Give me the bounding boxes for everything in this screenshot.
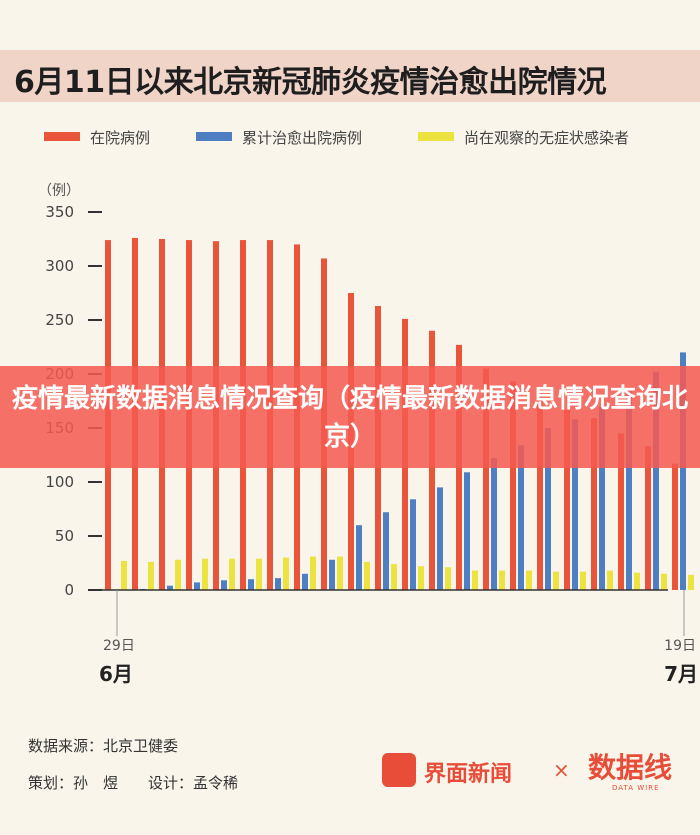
month-start-label: 6月 xyxy=(99,662,133,686)
bar-discharged xyxy=(491,458,497,590)
bar-asymptomatic xyxy=(121,560,127,590)
legend-swatch-hospitalized xyxy=(44,132,80,141)
bar-discharged xyxy=(518,445,524,590)
bar-hospitalized xyxy=(591,418,597,590)
bar-asymptomatic xyxy=(499,570,505,590)
bar-discharged xyxy=(680,352,686,590)
datawire-logo: 数据线 xyxy=(588,751,673,784)
y-tick-label: 250 xyxy=(45,311,74,329)
bar-hospitalized xyxy=(483,368,489,590)
headline-overlay xyxy=(0,366,700,468)
bar-asymptomatic xyxy=(337,556,343,590)
bar-discharged xyxy=(248,579,254,590)
bar-discharged xyxy=(221,580,227,590)
y-unit-label: （例） xyxy=(38,183,80,199)
legend-swatch-asymptomatic xyxy=(418,132,454,141)
bar-discharged xyxy=(302,573,308,590)
legend-swatch-discharged xyxy=(196,132,232,141)
bar-asymptomatic xyxy=(553,571,559,590)
bar-discharged xyxy=(464,472,470,590)
y-tick-label: 100 xyxy=(45,473,74,491)
bar-hospitalized xyxy=(564,409,570,590)
y-tick-label: 300 xyxy=(45,257,74,275)
bar-discharged xyxy=(167,585,173,590)
bar-discharged xyxy=(329,559,335,590)
bar-hospitalized xyxy=(672,463,678,590)
bar-hospitalized xyxy=(537,399,543,590)
bar-discharged xyxy=(545,428,551,590)
bar-discharged xyxy=(356,525,362,590)
bar-asymptomatic xyxy=(256,558,262,590)
bar-hospitalized xyxy=(618,433,624,590)
month-end-label: 7月 xyxy=(664,662,698,686)
bar-discharged xyxy=(275,578,281,590)
bar-discharged xyxy=(383,512,389,590)
bar-asymptomatic xyxy=(229,558,235,590)
bar-asymptomatic xyxy=(688,574,694,590)
bar-asymptomatic xyxy=(148,561,154,590)
x-start-label: 29日 xyxy=(103,638,135,654)
bar-asymptomatic xyxy=(661,573,667,590)
bar-discharged xyxy=(194,582,200,590)
bar-asymptomatic xyxy=(202,558,208,590)
bar-discharged xyxy=(437,487,443,590)
chart-title: 6月11日以来北京新冠肺炎疫情治愈出院情况 xyxy=(14,65,607,100)
times-sign: × xyxy=(553,758,570,782)
bar-asymptomatic xyxy=(526,570,532,590)
bar-asymptomatic xyxy=(175,559,181,590)
bar-asymptomatic xyxy=(472,570,478,590)
bar-asymptomatic xyxy=(418,566,424,590)
bar-asymptomatic xyxy=(607,570,613,590)
datawire-logo-sub: DATA WIRE xyxy=(612,784,660,792)
y-tick-label: 350 xyxy=(45,203,74,221)
y-tick-label: 0 xyxy=(64,581,74,599)
bar-asymptomatic xyxy=(364,561,370,590)
data-source: 数据来源：北京卫健委 xyxy=(28,737,179,755)
bar-asymptomatic xyxy=(445,567,451,590)
bar-chart: （例）05010015020025030035029日19日6月7月 xyxy=(38,183,698,686)
bar-discharged xyxy=(599,406,605,590)
jiemian-logo-text: 界面新闻 xyxy=(424,762,513,787)
bar-hospitalized xyxy=(645,446,651,590)
legend-label-discharged: 累计治愈出院病例 xyxy=(242,129,363,147)
bar-asymptomatic xyxy=(634,572,640,590)
title-band xyxy=(0,50,700,102)
bar-discharged xyxy=(572,419,578,590)
jiemian-logo-icon xyxy=(382,753,416,787)
bar-discharged xyxy=(626,391,632,590)
bar-asymptomatic xyxy=(310,556,316,590)
bar-asymptomatic xyxy=(391,564,397,590)
x-end-label: 19日 xyxy=(664,638,696,654)
legend-label-asymptomatic: 尚在观察的无症状感染者 xyxy=(464,129,630,147)
legend-label-hospitalized: 在院病例 xyxy=(90,129,151,147)
headline-overlay-text: 疫情最新数据消息情况查询（疫情最新数据消息情况查询北京） xyxy=(11,384,688,452)
bar-discharged xyxy=(653,371,659,590)
bar-discharged xyxy=(410,499,416,590)
bar-asymptomatic xyxy=(580,571,586,590)
bar-hospitalized xyxy=(510,381,516,590)
credits: 策划：孙 煜 设计：孟令稀 xyxy=(28,774,239,792)
bar-asymptomatic xyxy=(283,557,289,590)
y-tick-label: 50 xyxy=(55,527,74,545)
